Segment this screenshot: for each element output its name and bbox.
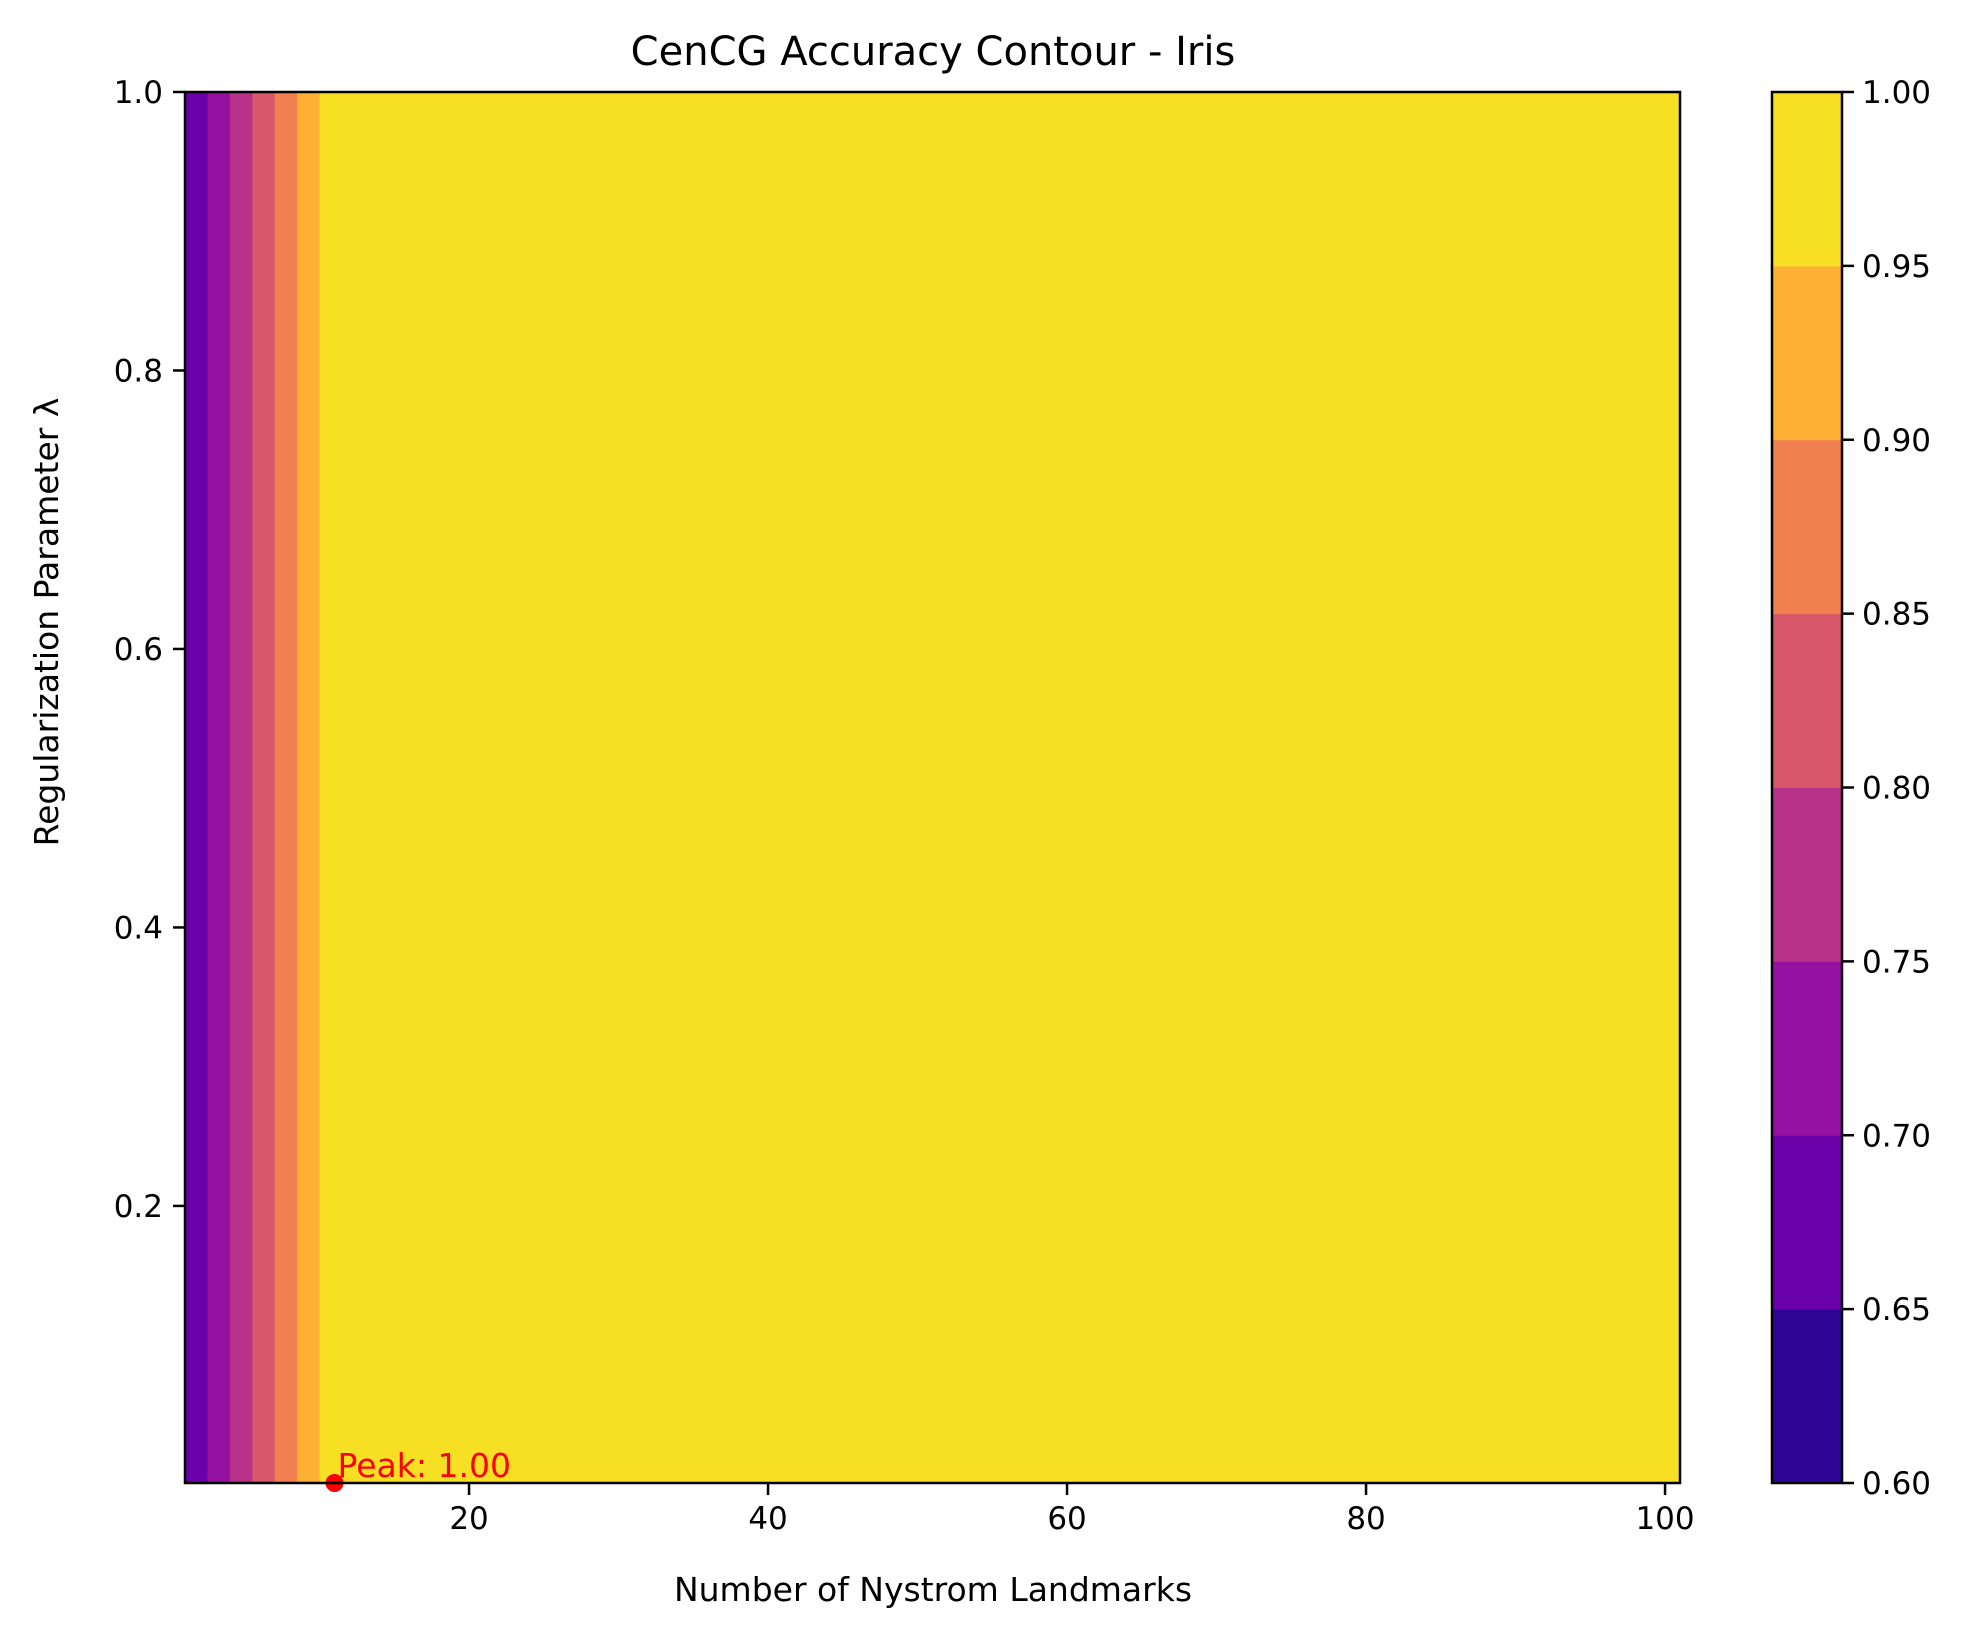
x-axis-label: Number of Nystrom Landmarks (674, 1570, 1192, 1609)
plot-frame (183, 90, 1682, 1485)
x-axis: 20 40 60 80 100 (449, 1483, 1695, 1537)
colorbar-tick-label-0.95: 0.95 (1862, 249, 1931, 285)
colorbar-tick-label-0.80: 0.80 (1862, 771, 1931, 807)
colorbar-segment-5 (1772, 613, 1842, 788)
colorbar-tick-label-1.00: 1.00 (1862, 75, 1931, 111)
x-tick-label-20: 20 (449, 1501, 488, 1537)
colorbar-tick-label-0.90: 0.90 (1862, 423, 1931, 459)
y-axis: 0.2 0.4 0.6 0.8 1.0 (114, 75, 185, 1225)
colorbar-segment-7 (1772, 265, 1842, 441)
peak-annotation: Peak: 1.00 (325, 1446, 511, 1492)
contour-bands (185, 92, 1681, 1483)
contour-band-2 (207, 92, 231, 1483)
colorbar-segment-8 (1772, 92, 1842, 267)
y-tick-label-0.4: 0.4 (114, 910, 163, 946)
chart-title: CenCG Accuracy Contour - Iris (631, 29, 1236, 75)
colorbar-segment-1 (1772, 1309, 1842, 1484)
colorbar-segment-2 (1772, 1135, 1842, 1310)
x-tick-label-60: 60 (1047, 1501, 1086, 1537)
y-axis-label: Regularization Parameter λ (27, 398, 66, 847)
y-tick-label-0.2: 0.2 (114, 1189, 163, 1225)
x-tick-label-40: 40 (748, 1501, 787, 1537)
contour-band-4 (252, 92, 276, 1483)
colorbar-tick-label-0.75: 0.75 (1862, 944, 1931, 980)
contour-band-5 (274, 92, 298, 1483)
contour-band-7 (319, 92, 1681, 1483)
y-tick-label-0.8: 0.8 (114, 353, 163, 389)
y-tick-label-1.0: 1.0 (114, 75, 163, 111)
contour-band-1 (185, 92, 208, 1483)
peak-label: Peak: 1.00 (338, 1446, 511, 1485)
colorbar-tick-label-0.85: 0.85 (1862, 597, 1931, 633)
colorbar-tick-label-0.65: 0.65 (1862, 1292, 1931, 1328)
contour-band-6 (297, 92, 321, 1483)
contour-band-3 (229, 92, 253, 1483)
x-tick-label-80: 80 (1346, 1501, 1385, 1537)
y-tick-label-0.6: 0.6 (114, 632, 163, 668)
colorbar-tick-label-0.60: 0.60 (1862, 1466, 1931, 1502)
colorbar-tick-label-0.70: 0.70 (1862, 1118, 1931, 1154)
x-tick-label-100: 100 (1635, 1501, 1694, 1537)
colorbar-segment-3 (1772, 961, 1842, 1136)
colorbar-segment-6 (1772, 439, 1842, 615)
colorbar: 0.60 0.65 0.70 0.75 0.80 0.85 0.90 0.95 1.00 (1770, 75, 1931, 1502)
colorbar-segment-4 (1772, 787, 1842, 962)
